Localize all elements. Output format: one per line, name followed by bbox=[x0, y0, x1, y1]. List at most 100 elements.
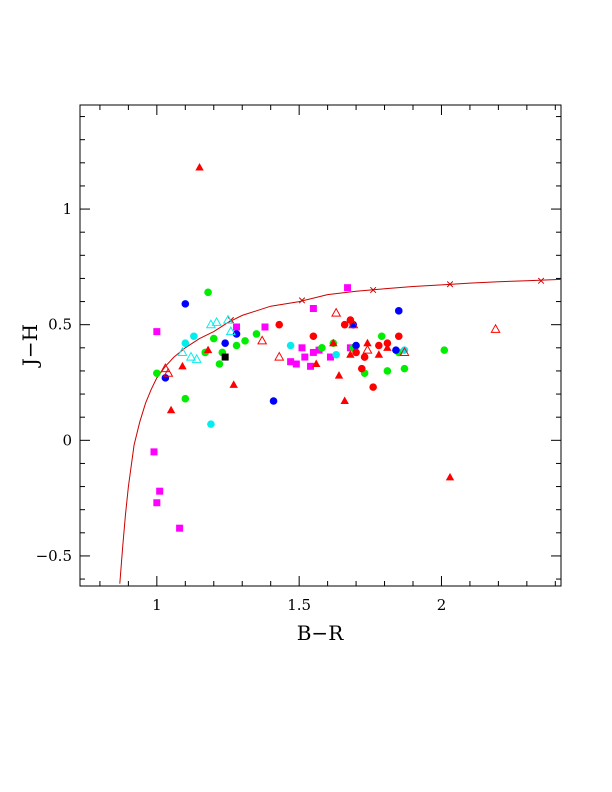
data-point-triangle bbox=[334, 371, 344, 379]
data-point-circle bbox=[318, 344, 326, 352]
data-point-square bbox=[150, 448, 158, 456]
data-point-triangle bbox=[374, 350, 384, 358]
x-tick-label: 1 bbox=[152, 596, 162, 614]
model-curve bbox=[119, 278, 561, 584]
data-points-layer bbox=[150, 162, 501, 532]
data-point-circle bbox=[383, 339, 392, 347]
data-point-circle bbox=[394, 307, 403, 315]
data-point-circle bbox=[232, 341, 241, 350]
data-point-circle bbox=[204, 288, 212, 297]
data-point-circle bbox=[392, 346, 400, 354]
data-point-open-triangle bbox=[399, 346, 410, 356]
data-point-triangle bbox=[340, 396, 349, 404]
data-point-circle bbox=[360, 353, 369, 361]
data-point-open-triangle bbox=[225, 326, 236, 336]
data-point-square bbox=[326, 353, 334, 361]
data-point-open-triangle bbox=[211, 316, 222, 326]
y-tick-label: −0.5 bbox=[36, 547, 72, 565]
tick-labels: 1 1.5 2 −0.5 0 0.5 1 bbox=[36, 200, 447, 614]
data-point-triangle bbox=[166, 405, 176, 414]
data-point-open-triangle bbox=[191, 353, 202, 363]
curve-cross-marker bbox=[370, 286, 377, 294]
data-point-circle bbox=[161, 374, 170, 382]
data-point-circle bbox=[352, 348, 360, 357]
data-point-circle bbox=[207, 420, 215, 428]
data-point-square bbox=[233, 323, 241, 331]
data-point-square bbox=[221, 353, 229, 361]
data-point-circle bbox=[215, 360, 224, 368]
data-point-square bbox=[156, 487, 164, 495]
data-point-circle bbox=[252, 330, 261, 338]
data-point-circle bbox=[209, 334, 218, 343]
data-point-triangle bbox=[178, 361, 187, 370]
data-point-triangle bbox=[329, 338, 338, 347]
data-point-circle bbox=[232, 330, 241, 338]
data-point-square bbox=[292, 360, 300, 368]
data-point-circle bbox=[241, 337, 249, 345]
curve-cross-marker bbox=[446, 281, 454, 288]
data-point-open-triangle bbox=[163, 367, 174, 377]
data-point-triangle bbox=[203, 345, 213, 354]
data-point-square bbox=[176, 524, 184, 532]
data-point-triangle bbox=[363, 338, 372, 347]
axis-ticks bbox=[80, 105, 561, 586]
data-point-circle bbox=[181, 339, 190, 347]
x-tick-label: 1.5 bbox=[287, 596, 311, 614]
data-point-circle bbox=[221, 339, 229, 347]
data-point-circle bbox=[269, 397, 278, 405]
data-point-open-triangle bbox=[274, 351, 285, 361]
y-tick-label: 1 bbox=[62, 200, 72, 218]
data-point-open-triangle bbox=[490, 323, 501, 333]
data-point-circle bbox=[286, 341, 295, 350]
data-point-open-triangle bbox=[222, 314, 234, 324]
data-point-square bbox=[153, 499, 161, 507]
data-point-circle bbox=[190, 332, 198, 341]
data-point-circle bbox=[369, 383, 377, 391]
plot-frame bbox=[79, 104, 562, 587]
data-point-circle bbox=[400, 364, 409, 373]
curve-cross-marker bbox=[298, 297, 306, 304]
data-point-square bbox=[301, 353, 309, 361]
data-point-square bbox=[153, 328, 161, 336]
data-point-open-triangle bbox=[160, 363, 171, 373]
x-tick-label: 2 bbox=[437, 596, 447, 614]
data-point-open-triangle bbox=[177, 346, 188, 356]
data-point-circle bbox=[332, 350, 340, 359]
data-point-circle bbox=[440, 346, 449, 354]
data-point-square bbox=[287, 358, 295, 366]
data-point-circle bbox=[383, 367, 392, 375]
data-point-open-triangle bbox=[348, 319, 359, 329]
data-point-circle bbox=[394, 332, 403, 341]
data-point-circle bbox=[375, 341, 383, 350]
data-point-circle bbox=[181, 394, 190, 403]
data-point-triangle bbox=[346, 350, 355, 358]
data-point-square bbox=[261, 323, 269, 331]
data-point-square bbox=[298, 344, 306, 352]
data-point-square bbox=[344, 284, 352, 292]
data-point-square bbox=[309, 348, 317, 356]
data-point-open-triangle bbox=[257, 335, 268, 345]
data-point-circle bbox=[275, 320, 284, 329]
y-tick-label: 0 bbox=[62, 431, 72, 449]
data-point-circle bbox=[153, 369, 161, 378]
data-point-open-triangle bbox=[362, 344, 373, 354]
data-point-circle bbox=[181, 300, 190, 308]
data-point-circle bbox=[352, 341, 360, 350]
data-point-open-triangle bbox=[331, 307, 342, 317]
data-point-triangle bbox=[312, 359, 321, 367]
data-point-circle bbox=[309, 332, 318, 341]
data-point-triangle bbox=[383, 343, 392, 351]
y-tick-label: 0.5 bbox=[48, 316, 72, 334]
model-curve-layer bbox=[119, 277, 561, 584]
curve-cross-marker bbox=[537, 277, 545, 284]
x-axis-label: B−R bbox=[297, 621, 344, 645]
y-axis-label: J−H bbox=[18, 324, 42, 368]
data-point-triangle bbox=[445, 472, 455, 481]
data-point-triangle bbox=[229, 380, 238, 388]
data-point-square bbox=[309, 305, 317, 312]
data-point-circle bbox=[340, 320, 349, 329]
data-point-open-triangle bbox=[185, 351, 197, 361]
data-point-open-triangle bbox=[205, 319, 216, 329]
data-point-square bbox=[307, 362, 315, 370]
